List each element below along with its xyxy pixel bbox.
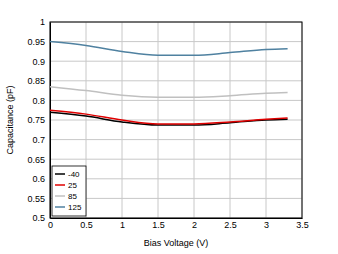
grid-line-y [50, 159, 302, 160]
tick: 0.6 [32, 174, 50, 184]
legend-swatch [55, 184, 65, 186]
tick: 0.65 [27, 155, 50, 165]
tick: 0.7 [32, 135, 50, 145]
tick: 0 [48, 218, 53, 230]
tick-label: 0.7 [32, 135, 45, 145]
tick: 0.95 [27, 37, 50, 47]
tick-label: 0.9 [32, 57, 45, 67]
tick-label: 0.55 [27, 194, 45, 204]
tick: 3 [264, 218, 269, 230]
chart: 00.511.522.533.50.50.550.60.650.70.750.8… [0, 0, 338, 254]
legend-label: 85 [68, 192, 77, 201]
tick-label: 0.85 [27, 76, 45, 86]
legend: -40 25 85 125 [52, 166, 86, 216]
legend-swatch [55, 195, 65, 197]
tick: 3.5 [296, 218, 309, 230]
tick-label: 1.5 [152, 220, 165, 230]
tick-label: 0.95 [27, 37, 45, 47]
tick-label: 0.75 [27, 115, 45, 125]
tick-label: 3.5 [296, 220, 309, 230]
tick: 2.5 [224, 218, 237, 230]
series-line [50, 42, 288, 56]
tick: 0.55 [27, 194, 50, 204]
series-lines [50, 42, 288, 125]
tick-label: 0 [48, 220, 53, 230]
grid [50, 22, 302, 218]
tick-label: 0.65 [27, 155, 45, 165]
tick-label: 0.8 [32, 96, 45, 106]
grid-line-y [50, 100, 302, 101]
tick: 1 [40, 17, 50, 27]
grid-line-y [50, 41, 302, 42]
series-line [50, 110, 288, 124]
tick-label: 0.6 [32, 174, 45, 184]
grid-line-y [50, 198, 302, 199]
tick-label: 3 [264, 220, 269, 230]
tick-label: 2.5 [224, 220, 237, 230]
tick-label: 1 [40, 17, 45, 27]
tick-label: 2 [192, 220, 197, 230]
legend-label: -40 [68, 170, 80, 179]
x-axis: 0 0.5 1 1.5 2 2.5 3 3.5 [48, 218, 309, 230]
legend-box [52, 166, 86, 216]
tick: 0.5 [80, 218, 93, 230]
legend-swatch [55, 173, 65, 175]
grid-line-y [50, 139, 302, 140]
plot: 00.511.522.533.50.50.550.60.650.70.750.8… [27, 17, 308, 230]
tick: 0.8 [32, 96, 50, 106]
plot-frame [50, 22, 302, 218]
grid-line-y [50, 61, 302, 62]
legend-label: 25 [68, 181, 77, 190]
y-axis-title: Capacitance (pF) [5, 85, 15, 154]
y-axis: 0.5 0.55 0.6 0.65 0.7 0.75 0.8 0.85 0.9 0.95 1 [27, 17, 50, 223]
tick: 0.85 [27, 76, 50, 86]
tick: 0.5 [32, 213, 50, 223]
legend-swatch [55, 206, 65, 208]
tick: 1 [120, 218, 125, 230]
x-axis-title: Bias Voltage (V) [144, 238, 209, 248]
legend-label: 125 [68, 203, 82, 212]
tick-label: 0.5 [80, 220, 93, 230]
tick-label: 1 [120, 220, 125, 230]
tick: 0.9 [32, 57, 50, 67]
grid-line-y [50, 178, 302, 179]
grid-line-y [50, 80, 302, 81]
tick: 2 [192, 218, 197, 230]
tick-label: 0.5 [32, 213, 45, 223]
tick: 1.5 [152, 218, 165, 230]
tick: 0.75 [27, 115, 50, 125]
series-line [50, 87, 288, 98]
